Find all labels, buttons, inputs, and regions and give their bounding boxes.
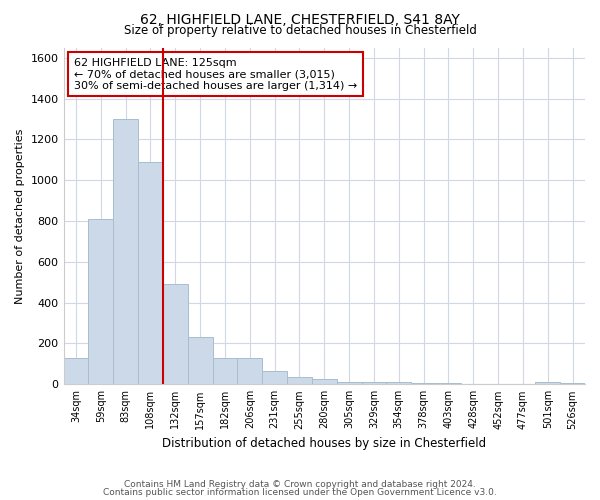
Text: 62, HIGHFIELD LANE, CHESTERFIELD, S41 8AY: 62, HIGHFIELD LANE, CHESTERFIELD, S41 8A… [140, 12, 460, 26]
Bar [163, 284, 188, 384]
Bar [188, 338, 212, 384]
Bar [535, 382, 560, 384]
Bar [64, 358, 88, 384]
Bar [386, 382, 411, 384]
Bar [312, 379, 337, 384]
Bar [362, 382, 386, 384]
Text: Contains public sector information licensed under the Open Government Licence v3: Contains public sector information licen… [103, 488, 497, 497]
X-axis label: Distribution of detached houses by size in Chesterfield: Distribution of detached houses by size … [162, 437, 487, 450]
Bar [113, 119, 138, 384]
Bar [212, 358, 238, 384]
Y-axis label: Number of detached properties: Number of detached properties [15, 128, 25, 304]
Bar [238, 358, 262, 384]
Bar [337, 382, 362, 384]
Text: Size of property relative to detached houses in Chesterfield: Size of property relative to detached ho… [124, 24, 476, 37]
Text: 62 HIGHFIELD LANE: 125sqm
← 70% of detached houses are smaller (3,015)
30% of se: 62 HIGHFIELD LANE: 125sqm ← 70% of detac… [74, 58, 357, 91]
Bar [287, 377, 312, 384]
Text: Contains HM Land Registry data © Crown copyright and database right 2024.: Contains HM Land Registry data © Crown c… [124, 480, 476, 489]
Bar [138, 162, 163, 384]
Bar [262, 371, 287, 384]
Bar [88, 219, 113, 384]
